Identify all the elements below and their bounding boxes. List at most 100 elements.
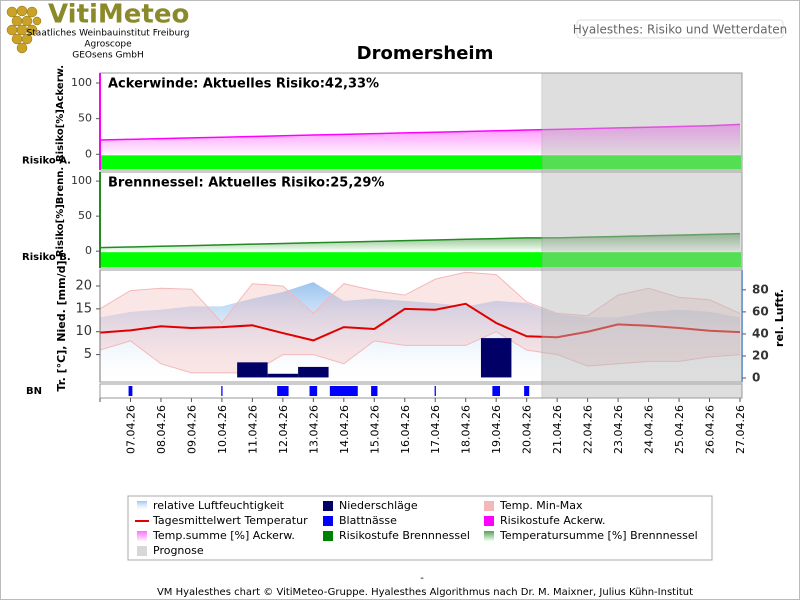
- legend: relative Luftfeuchtigkeit Niederschläge Te…: [135, 499, 698, 557]
- area-fill: [100, 124, 740, 155]
- legend-swatch: [323, 516, 333, 526]
- panel-title: Brennnessel: Aktuelles Risiko:25,29%: [108, 176, 384, 191]
- legend-swatch: [323, 531, 333, 541]
- x-tick-label: 23.04.26: [612, 405, 625, 454]
- x-tick-label: 10.04.26: [216, 405, 229, 454]
- y2-tick-label: 20: [752, 348, 769, 362]
- leaf-wetness-mark: [524, 386, 530, 396]
- x-tick-label: 13.04.26: [307, 405, 320, 454]
- legend-label: relative Luftfeuchtigkeit: [153, 499, 285, 512]
- x-tick-label: 20.04.26: [521, 405, 534, 454]
- chart-title: Dromersheim: [357, 43, 494, 64]
- x-tick-label: 08.04.26: [155, 405, 168, 454]
- y-axis-label: Risiko[%]Brenn.: [55, 167, 66, 257]
- leaf-wetness-mark: [371, 386, 378, 396]
- y2-tick-label: 80: [752, 282, 769, 296]
- y-tick-label: 20: [75, 279, 92, 294]
- temp-min-line: [99, 331, 741, 374]
- y2-tick-label: 40: [752, 326, 769, 340]
- panel-title: Ackerwinde: Aktuelles Risiko:42,33%: [108, 77, 379, 92]
- x-tick-label: 27.04.26: [734, 405, 747, 454]
- precipitation-bar: [298, 366, 329, 378]
- y-tick-label: 100: [71, 174, 92, 187]
- x-tick-label: 15.04.26: [368, 405, 381, 454]
- legend-swatch: [323, 501, 333, 511]
- legend-box: [127, 495, 713, 561]
- bn-label: BN: [26, 386, 42, 397]
- x-tick-label: 16.04.26: [399, 405, 412, 454]
- y2-axis-label: rel. Luftf.: [773, 289, 786, 347]
- note: -: [420, 573, 424, 584]
- precipitation-bar: [267, 373, 299, 378]
- leaf-wetness-mark: [434, 386, 436, 396]
- y-tick-label: 50: [78, 209, 92, 222]
- panel-bg: [99, 171, 743, 269]
- legend-label: Risikostufe Ackerw.: [500, 514, 605, 527]
- x-tick-label: 14.04.26: [338, 405, 351, 454]
- leaf-wetness-mark: [329, 386, 358, 396]
- y-tick-label: 0: [85, 244, 92, 257]
- y-axis-label: Risiko[%]Ackerw.: [55, 65, 66, 162]
- risk-level-bar: [101, 252, 741, 267]
- footer: VM Hyalesthes chart © VitiMeteo-Gruppe. …: [157, 587, 693, 598]
- humidity-area: [100, 282, 740, 379]
- legend-label: Temp. Min-Max: [499, 499, 583, 512]
- x-tick-label: 07.04.26: [124, 405, 137, 454]
- legend-label: Prognose: [153, 544, 204, 557]
- temp-max-line: [99, 271, 741, 324]
- legend-label: Temperatursumme [%] Brennnessel: [499, 529, 698, 542]
- leaf-wetness-mark: [277, 386, 289, 396]
- logo-text: VitiMeteo: [48, 0, 189, 30]
- x-tick-label: 21.04.26: [551, 405, 564, 454]
- x-tick-label: 12.04.26: [277, 405, 290, 454]
- legend-swatch: [137, 531, 147, 541]
- x-tick-label: 11.04.26: [246, 405, 259, 454]
- y-tick-label: 10: [75, 324, 92, 339]
- x-tick-label: 09.04.26: [185, 405, 198, 454]
- legend-swatch: [484, 501, 494, 511]
- x-tick-label: 22.04.26: [582, 405, 595, 454]
- y2-tick-label: 0: [752, 371, 760, 385]
- x-tick-label: 25.04.26: [673, 405, 686, 454]
- risk-level-bar: [101, 155, 741, 169]
- prognose-region: [541, 72, 743, 399]
- institution: GEOsens GmbH: [72, 51, 143, 61]
- legend-swatch: [484, 516, 494, 526]
- y-tick-label: 50: [78, 112, 92, 125]
- leaf-wetness-mark: [128, 386, 133, 396]
- leaf-wetness-mark: [221, 386, 223, 396]
- institution: Staatliches Weinbauinstitut Freiburg: [27, 29, 190, 39]
- x-tick-label: 19.04.26: [490, 405, 503, 454]
- bn-strip: [99, 383, 743, 399]
- temp-mean-line: [99, 302, 741, 342]
- x-tick-label: 17.04.26: [429, 405, 442, 454]
- y2-tick-label: 60: [752, 304, 769, 318]
- temp-range-band: [100, 272, 740, 373]
- legend-label: Tagesmittelwert Temperatur: [152, 514, 308, 527]
- risk-line: [99, 123, 741, 141]
- institution: Agroscope: [84, 40, 132, 50]
- precipitation-bar: [480, 338, 512, 378]
- tab[interactable]: [576, 19, 784, 39]
- legend-swatch: [137, 546, 147, 556]
- y-axis-label: Tr. [°C], Nied. [mm/d]: [55, 261, 68, 392]
- precipitation-bar: [237, 362, 268, 378]
- legend-swatch: [137, 501, 147, 511]
- y-tick-label: 15: [75, 301, 92, 316]
- leaf-wetness-mark: [492, 386, 500, 396]
- logo-grapes: [6, 5, 42, 54]
- legend-label: Temp.summe [%] Ackerw.: [152, 529, 295, 542]
- x-tick-label: 26.04.26: [704, 405, 717, 454]
- y-tick-label: 0: [85, 147, 92, 160]
- y-tick-label: 5: [84, 347, 92, 362]
- x-tick-label: 18.04.26: [460, 405, 473, 454]
- legend-label: Blattnässe: [339, 514, 397, 527]
- leaf-wetness-mark: [309, 386, 318, 396]
- tab-label[interactable]: Hyalesthes: Risiko und Wetterdaten: [573, 23, 788, 37]
- legend-swatch: [484, 531, 494, 541]
- legend-label: Niederschläge: [339, 499, 418, 512]
- risk-level-label: Risiko B.: [22, 252, 71, 263]
- x-tick-label: 24.04.26: [643, 405, 656, 454]
